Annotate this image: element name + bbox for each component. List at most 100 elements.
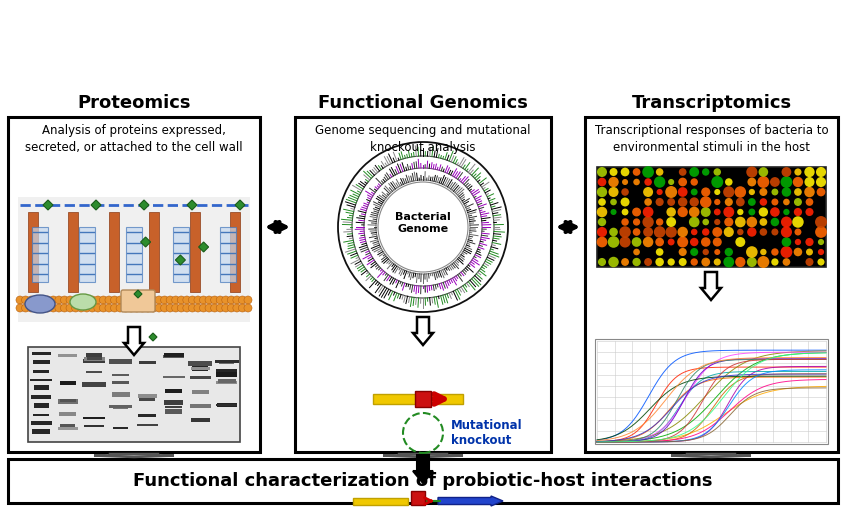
Circle shape <box>815 216 827 228</box>
Circle shape <box>133 296 140 304</box>
Circle shape <box>378 182 468 272</box>
Circle shape <box>749 189 755 195</box>
Circle shape <box>734 186 746 198</box>
Bar <box>32 360 50 364</box>
Bar <box>163 376 184 379</box>
Circle shape <box>723 227 733 237</box>
Bar <box>30 421 52 425</box>
Circle shape <box>122 304 129 312</box>
Circle shape <box>144 296 152 304</box>
Circle shape <box>761 249 766 255</box>
Circle shape <box>667 217 676 227</box>
Circle shape <box>816 177 826 187</box>
Circle shape <box>747 178 756 186</box>
Bar <box>219 361 234 364</box>
Circle shape <box>83 304 91 312</box>
Circle shape <box>111 296 118 304</box>
Circle shape <box>760 198 767 206</box>
Circle shape <box>105 304 113 312</box>
Circle shape <box>642 166 654 178</box>
Bar <box>113 406 129 409</box>
Circle shape <box>723 207 734 217</box>
Circle shape <box>737 209 744 215</box>
Circle shape <box>668 179 674 185</box>
Bar <box>112 392 130 397</box>
Circle shape <box>689 207 700 217</box>
Bar <box>163 353 184 357</box>
Text: Genome sequencing and mutational
knockout analysis: Genome sequencing and mutational knockou… <box>316 124 530 154</box>
Circle shape <box>610 199 617 205</box>
Circle shape <box>632 237 641 247</box>
Circle shape <box>597 227 607 237</box>
Text: Transcriptional responses of bacteria to
environmental stimuli in the host: Transcriptional responses of bacteria to… <box>595 124 828 154</box>
Circle shape <box>60 304 69 312</box>
Circle shape <box>794 229 801 236</box>
Circle shape <box>16 296 24 304</box>
Circle shape <box>49 296 58 304</box>
Bar <box>218 360 235 363</box>
Circle shape <box>711 176 723 188</box>
Bar <box>140 398 156 401</box>
Circle shape <box>654 176 665 188</box>
Bar <box>32 227 48 282</box>
Circle shape <box>678 227 688 237</box>
Circle shape <box>200 304 207 312</box>
Bar <box>230 212 240 292</box>
Circle shape <box>597 178 607 186</box>
Circle shape <box>94 304 102 312</box>
Circle shape <box>178 304 185 312</box>
Circle shape <box>66 296 74 304</box>
Circle shape <box>33 304 41 312</box>
Circle shape <box>723 186 734 197</box>
Bar <box>109 359 132 364</box>
Circle shape <box>656 189 662 195</box>
Circle shape <box>725 178 733 186</box>
Circle shape <box>607 236 619 248</box>
Circle shape <box>678 248 687 256</box>
Circle shape <box>228 296 235 304</box>
Circle shape <box>772 259 778 266</box>
Circle shape <box>609 228 618 236</box>
Circle shape <box>21 296 30 304</box>
Circle shape <box>338 142 508 312</box>
Circle shape <box>244 296 252 304</box>
Polygon shape <box>671 454 751 457</box>
Circle shape <box>794 248 802 257</box>
Circle shape <box>690 178 698 186</box>
Bar <box>163 355 184 358</box>
Circle shape <box>127 304 135 312</box>
Polygon shape <box>175 255 185 265</box>
Bar <box>411 491 425 505</box>
Circle shape <box>72 304 80 312</box>
Circle shape <box>150 296 157 304</box>
Circle shape <box>111 304 118 312</box>
Circle shape <box>77 304 85 312</box>
Circle shape <box>622 179 628 185</box>
Polygon shape <box>149 333 157 341</box>
Bar <box>69 212 79 292</box>
Circle shape <box>691 188 698 195</box>
Circle shape <box>667 207 676 217</box>
Circle shape <box>701 187 711 196</box>
Circle shape <box>689 167 699 177</box>
Circle shape <box>189 304 196 312</box>
Bar <box>215 360 239 363</box>
Circle shape <box>678 168 687 176</box>
Circle shape <box>139 304 146 312</box>
Bar <box>165 406 182 408</box>
Circle shape <box>194 296 202 304</box>
Bar <box>165 389 182 393</box>
Circle shape <box>702 219 709 225</box>
Bar <box>217 369 237 373</box>
Circle shape <box>747 257 757 267</box>
Circle shape <box>759 167 768 177</box>
Circle shape <box>677 237 688 247</box>
Circle shape <box>172 304 179 312</box>
Circle shape <box>239 296 246 304</box>
Text: Functional Genomics: Functional Genomics <box>318 94 528 112</box>
Circle shape <box>700 196 711 208</box>
Circle shape <box>211 296 218 304</box>
Text: Mutational
knockout: Mutational knockout <box>451 419 523 447</box>
Bar <box>217 403 237 407</box>
Circle shape <box>656 238 664 246</box>
